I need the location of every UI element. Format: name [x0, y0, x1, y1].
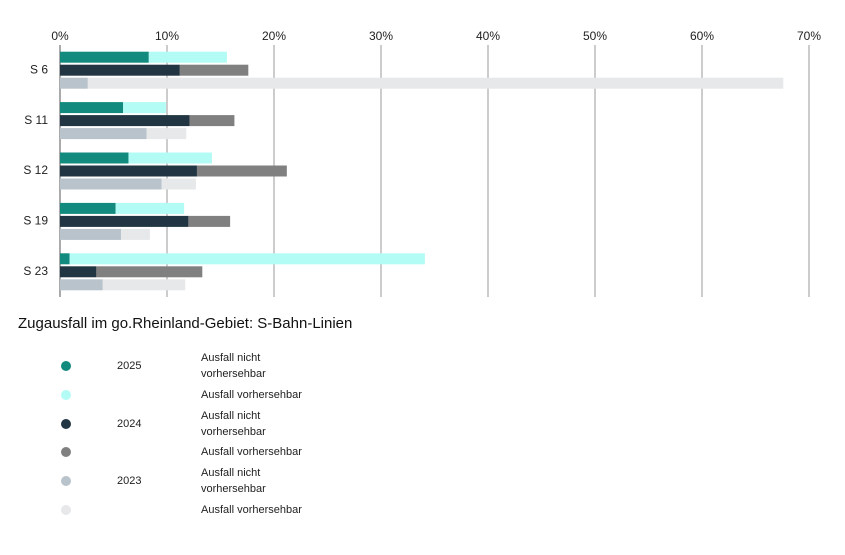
x-tick-label: 20% [262, 29, 286, 43]
bar-segment [123, 102, 166, 114]
bar-segment [120, 228, 150, 240]
legend-label: Ausfall nicht vorhersehbar [201, 352, 266, 380]
legend-label: Ausfall nicht vorhersehbar [201, 409, 266, 438]
legend-swatch [61, 476, 71, 487]
legend-swatch [61, 361, 71, 371]
bar-segment [60, 102, 124, 114]
bar-segment [60, 266, 97, 278]
bar-segment [60, 279, 103, 291]
legend-group-label: 2024 [117, 417, 142, 430]
x-tick-label: 30% [369, 29, 393, 43]
x-tick-label: 60% [690, 29, 714, 43]
legend-item: 2024 Ausfall nicht vorhersehbar [0, 409, 400, 438]
legend-item: Ausfall vorhersehbar [0, 438, 400, 467]
bar-segment [161, 178, 196, 190]
bar-segment [69, 253, 425, 265]
bar-segment [60, 178, 162, 190]
bar-segment [60, 253, 70, 265]
bar-segment [60, 51, 149, 63]
x-tick-label: 50% [583, 29, 607, 43]
bar-segment [60, 202, 116, 214]
bar-segment [179, 64, 249, 76]
y-tick-label: S 19 [23, 214, 48, 228]
x-tick-label: 40% [476, 29, 500, 43]
y-tick-label: S 11 [24, 113, 48, 127]
bar-segment [60, 165, 197, 177]
x-tick-label: 70% [797, 29, 821, 43]
legend-label: Ausfall vorhersehbar [201, 446, 302, 459]
bar-segment [115, 202, 185, 214]
bar-segment [96, 266, 203, 278]
bar-segment [87, 77, 784, 89]
bar-segment [102, 279, 186, 291]
legend-swatch [61, 505, 71, 515]
bar-segment [60, 215, 189, 227]
legend-group-label: 2023 [117, 475, 142, 488]
chart-title: Zugausfall im go.Rheinland-Gebiet: S-Bah… [18, 315, 353, 332]
legend-swatch [61, 418, 71, 429]
bar-segment [146, 128, 187, 140]
bar-segment [60, 152, 129, 164]
bar-segment [196, 165, 287, 177]
y-tick-label: S 12 [23, 163, 48, 177]
y-tick-label: S 23 [23, 264, 48, 278]
y-tick-label: S 6 [30, 62, 48, 76]
bar-segment [188, 215, 231, 227]
x-tick-label: 0% [51, 29, 69, 43]
legend-group-label: 2025 [117, 360, 142, 372]
bar-segment [60, 77, 88, 89]
legend-item: Ausfall vorhersehbar [0, 380, 400, 409]
legend-label: Ausfall vorhersehbar [201, 504, 302, 516]
bar-segment [189, 115, 235, 127]
bar-segment [128, 152, 212, 164]
legend-label: Ausfall vorhersehbar [201, 388, 302, 401]
bar-segment [60, 128, 147, 140]
bar-segment [60, 64, 180, 76]
chart: 0% 10% 20% 30% 40% 50% 60% 70% S 6 S 11 S 12 S 19 S … [23, 29, 821, 297]
bar-segment [148, 51, 227, 63]
legend-item: Ausfall vorhersehbar [0, 496, 400, 525]
legend-swatch [61, 447, 71, 458]
bar-segment [60, 228, 121, 240]
x-tick-label: 10% [155, 29, 179, 43]
legend-item: 2023 Ausfall nicht vorhersehbar [0, 467, 400, 496]
legend-swatch [61, 389, 71, 400]
legend-label: Ausfall nicht vorhersehbar [201, 467, 266, 496]
bar-segment [60, 115, 190, 127]
legend-item: 2025 Ausfall nicht vorhersehbar [0, 352, 400, 381]
